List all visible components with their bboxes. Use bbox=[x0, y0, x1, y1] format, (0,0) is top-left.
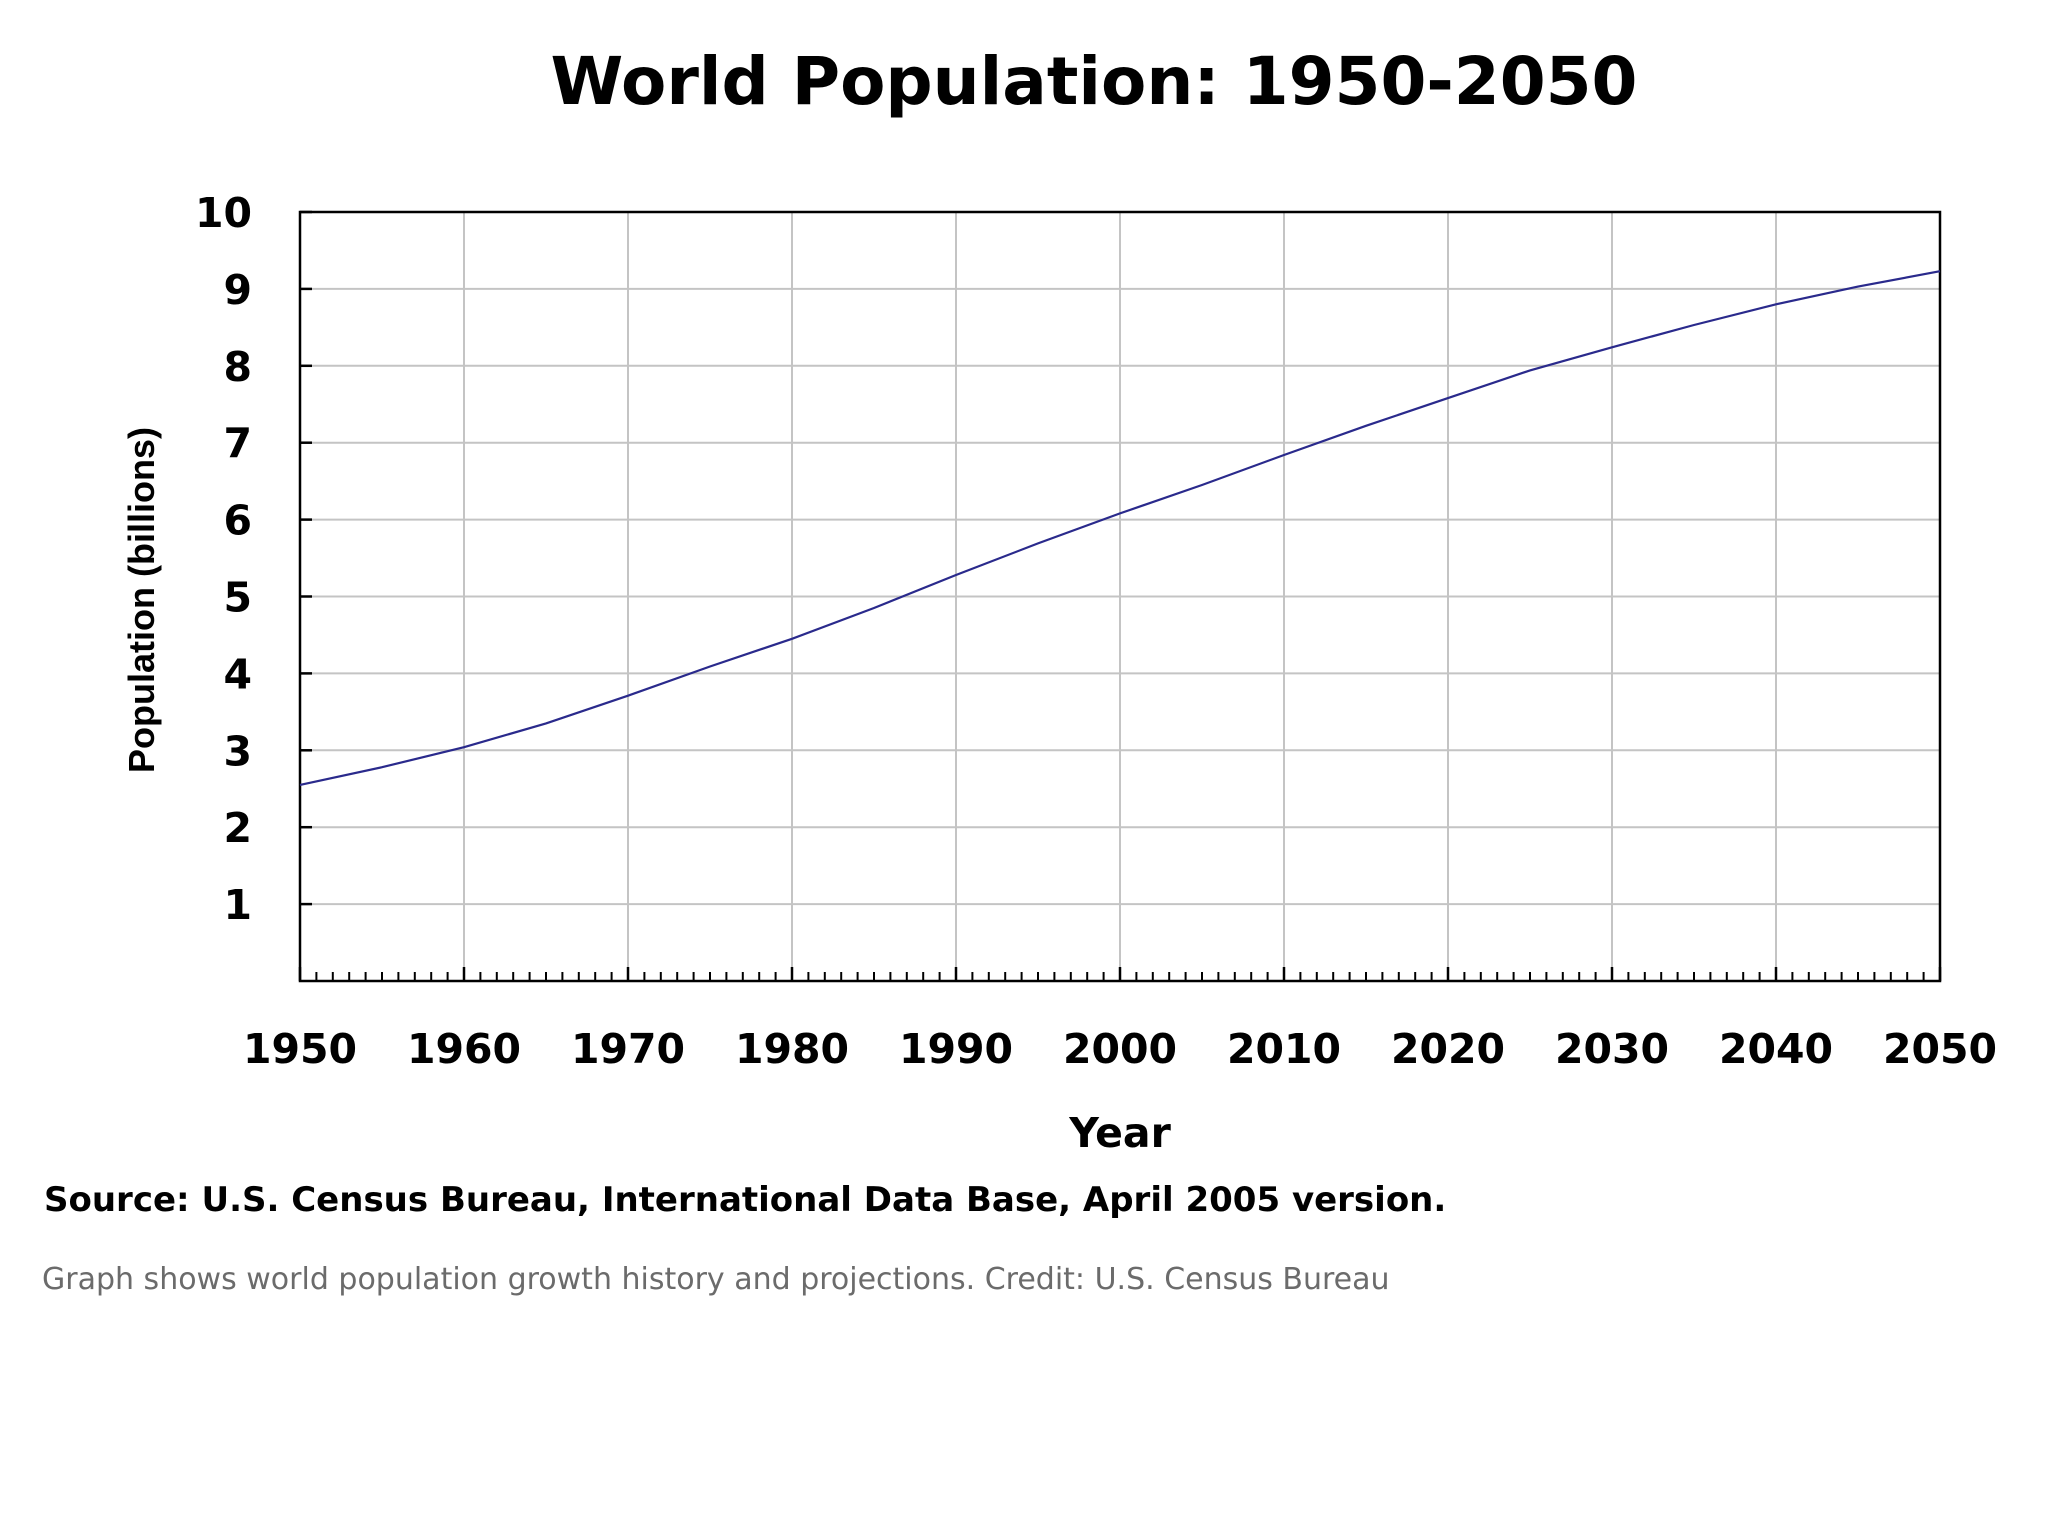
x-tick-label: 1980 bbox=[735, 1025, 849, 1073]
y-tick-label: 1 bbox=[223, 881, 252, 929]
x-axis-label: Year bbox=[1068, 1109, 1171, 1157]
caption: Graph shows world population growth hist… bbox=[42, 1262, 1390, 1297]
x-tick-label: 1950 bbox=[243, 1025, 357, 1073]
x-tick-label: 2030 bbox=[1555, 1025, 1669, 1073]
x-tick-labels: 1950 1960 1970 1980 1990 2000 2010 2020 2030 2040… bbox=[243, 1025, 1997, 1073]
minor-ticks bbox=[298, 210, 1942, 981]
y-tick-label: 3 bbox=[223, 727, 252, 775]
source-note: Source: U.S. Census Bureau, Internationa… bbox=[44, 1180, 1447, 1220]
x-tick-label: 2010 bbox=[1227, 1025, 1341, 1073]
y-tick-labels: 1 2 3 4 5 6 7 8 9 10 bbox=[195, 189, 252, 929]
y-tick-label: 9 bbox=[223, 266, 252, 314]
x-tick-label: 2000 bbox=[1063, 1025, 1177, 1073]
population-line bbox=[299, 270, 1941, 786]
x-tick-label: 1960 bbox=[407, 1025, 521, 1073]
x-tick-label: 1970 bbox=[571, 1025, 685, 1073]
y-tick-label: 6 bbox=[223, 497, 252, 545]
grid-lines bbox=[300, 212, 1940, 981]
y-tick-label: 4 bbox=[223, 650, 252, 698]
y-axis-label: Population (billions) bbox=[121, 427, 162, 773]
x-tick-label: 1990 bbox=[899, 1025, 1013, 1073]
x-tick-label: 2040 bbox=[1719, 1025, 1833, 1073]
chart-title: World Population: 1950-2050 bbox=[551, 43, 1638, 120]
y-tick-label: 7 bbox=[223, 420, 252, 468]
y-tick-label: 10 bbox=[195, 189, 252, 237]
y-tick-label: 8 bbox=[223, 343, 252, 391]
x-tick-label: 2050 bbox=[1883, 1025, 1997, 1073]
y-tick-label: 5 bbox=[223, 574, 252, 622]
y-tick-label: 2 bbox=[223, 804, 252, 852]
x-tick-label: 2020 bbox=[1391, 1025, 1505, 1073]
